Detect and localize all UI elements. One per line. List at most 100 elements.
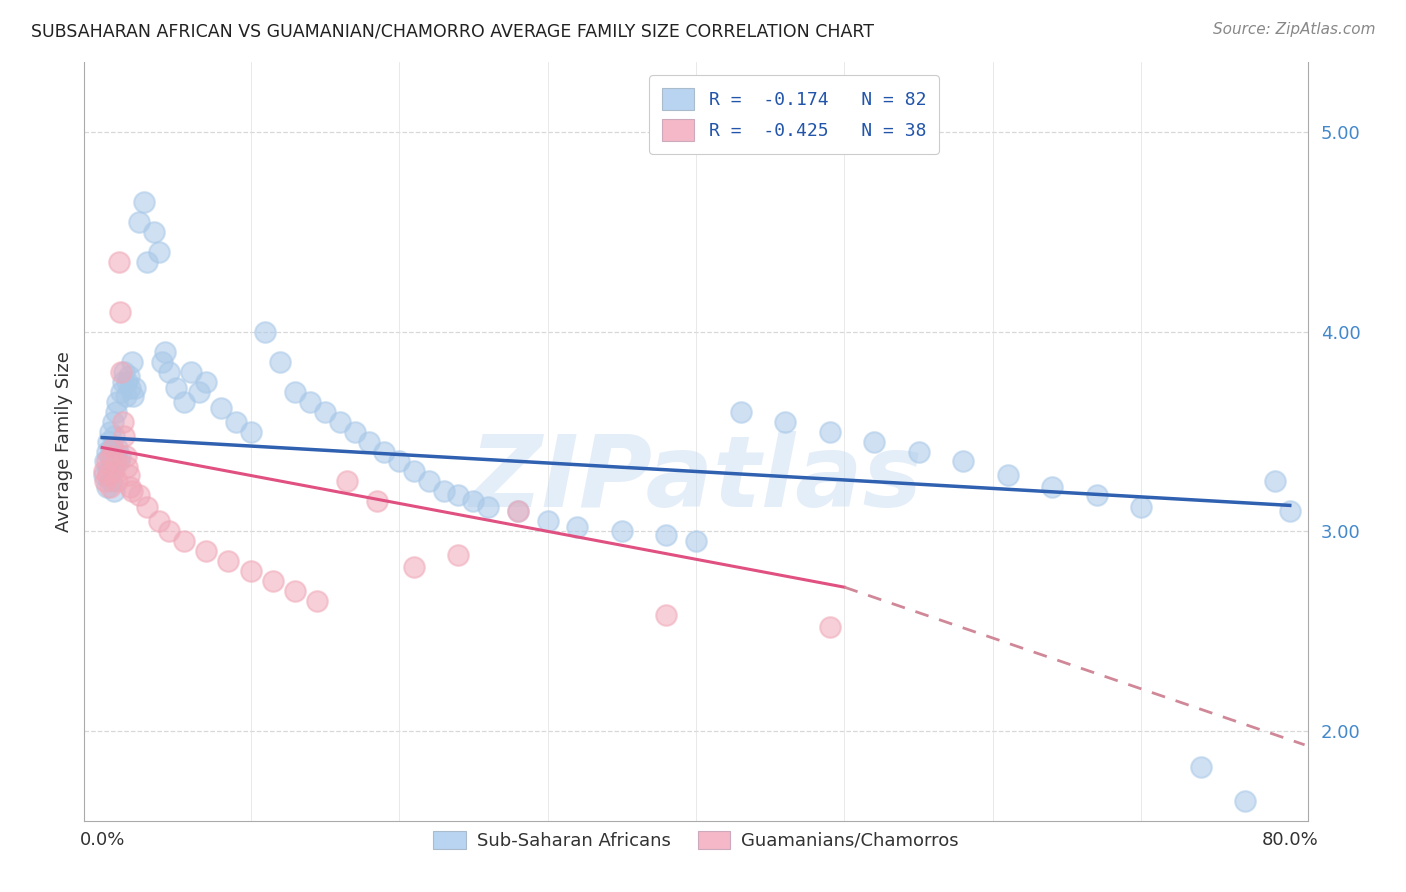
Point: [655, 528, 678, 542]
Point: [284, 384, 307, 399]
Point: [111, 415, 134, 429]
Point: [117, 375, 139, 389]
Point: [93, 465, 115, 479]
Point: [366, 494, 388, 508]
Point: [104, 449, 127, 463]
Point: [97, 434, 120, 449]
Point: [94, 454, 117, 468]
Point: [101, 415, 124, 429]
Point: [101, 441, 124, 455]
Point: [195, 375, 218, 389]
Point: [1278, 504, 1301, 518]
Point: [818, 425, 841, 439]
Point: [97, 465, 120, 479]
Point: [173, 534, 195, 549]
Point: [239, 564, 262, 578]
Point: [329, 415, 352, 429]
Point: [124, 381, 146, 395]
Point: [94, 475, 117, 489]
Point: [110, 384, 132, 399]
Point: [536, 514, 558, 528]
Point: [463, 494, 485, 508]
Point: [104, 454, 127, 468]
Point: [120, 480, 142, 494]
Text: Source: ZipAtlas.com: Source: ZipAtlas.com: [1212, 22, 1375, 37]
Point: [997, 468, 1019, 483]
Y-axis label: Average Family Size: Average Family Size: [55, 351, 73, 532]
Point: [388, 454, 411, 468]
Point: [773, 415, 796, 429]
Point: [157, 365, 180, 379]
Point: [115, 389, 138, 403]
Point: [447, 548, 470, 563]
Point: [120, 381, 142, 395]
Point: [114, 365, 136, 379]
Point: [115, 449, 138, 463]
Point: [157, 524, 180, 539]
Text: SUBSAHARAN AFRICAN VS GUAMANIAN/CHAMORRO AVERAGE FAMILY SIZE CORRELATION CHART: SUBSAHARAN AFRICAN VS GUAMANIAN/CHAMORRO…: [31, 22, 875, 40]
Point: [105, 475, 128, 489]
Point: [402, 560, 425, 574]
Point: [180, 365, 202, 379]
Point: [128, 215, 150, 229]
Point: [107, 454, 129, 468]
Point: [103, 484, 125, 499]
Point: [108, 449, 131, 463]
Point: [343, 425, 366, 439]
Point: [863, 434, 886, 449]
Point: [314, 404, 336, 418]
Point: [114, 428, 136, 442]
Point: [262, 574, 284, 589]
Point: [98, 425, 121, 439]
Point: [655, 608, 678, 623]
Point: [96, 480, 118, 494]
Point: [567, 520, 589, 534]
Point: [239, 425, 262, 439]
Point: [173, 394, 195, 409]
Point: [96, 454, 118, 468]
Point: [447, 488, 470, 502]
Point: [93, 468, 115, 483]
Point: [100, 441, 122, 455]
Point: [143, 225, 166, 239]
Point: [217, 554, 239, 568]
Point: [103, 465, 125, 479]
Point: [101, 460, 124, 475]
Point: [506, 504, 529, 518]
Point: [195, 544, 218, 558]
Point: [187, 384, 209, 399]
Point: [107, 255, 129, 269]
Point: [477, 500, 499, 515]
Point: [135, 500, 157, 515]
Point: [110, 365, 132, 379]
Point: [225, 415, 247, 429]
Point: [100, 449, 122, 463]
Point: [1040, 480, 1063, 494]
Point: [373, 444, 395, 458]
Point: [153, 344, 176, 359]
Point: [254, 325, 277, 339]
Point: [730, 404, 752, 418]
Point: [121, 355, 143, 369]
Point: [105, 394, 128, 409]
Point: [685, 534, 707, 549]
Point: [298, 394, 321, 409]
Point: [104, 404, 127, 418]
Point: [907, 444, 929, 458]
Point: [284, 584, 307, 599]
Point: [818, 620, 841, 634]
Point: [433, 484, 456, 499]
Point: [121, 484, 143, 499]
Point: [1130, 500, 1153, 515]
Point: [336, 475, 359, 489]
Point: [418, 475, 440, 489]
Point: [1264, 475, 1286, 489]
Point: [952, 454, 974, 468]
Point: [98, 449, 121, 463]
Point: [506, 504, 529, 518]
Point: [122, 389, 145, 403]
Text: ZIPatlas: ZIPatlas: [470, 431, 922, 528]
Point: [148, 514, 170, 528]
Point: [135, 255, 157, 269]
Point: [359, 434, 381, 449]
